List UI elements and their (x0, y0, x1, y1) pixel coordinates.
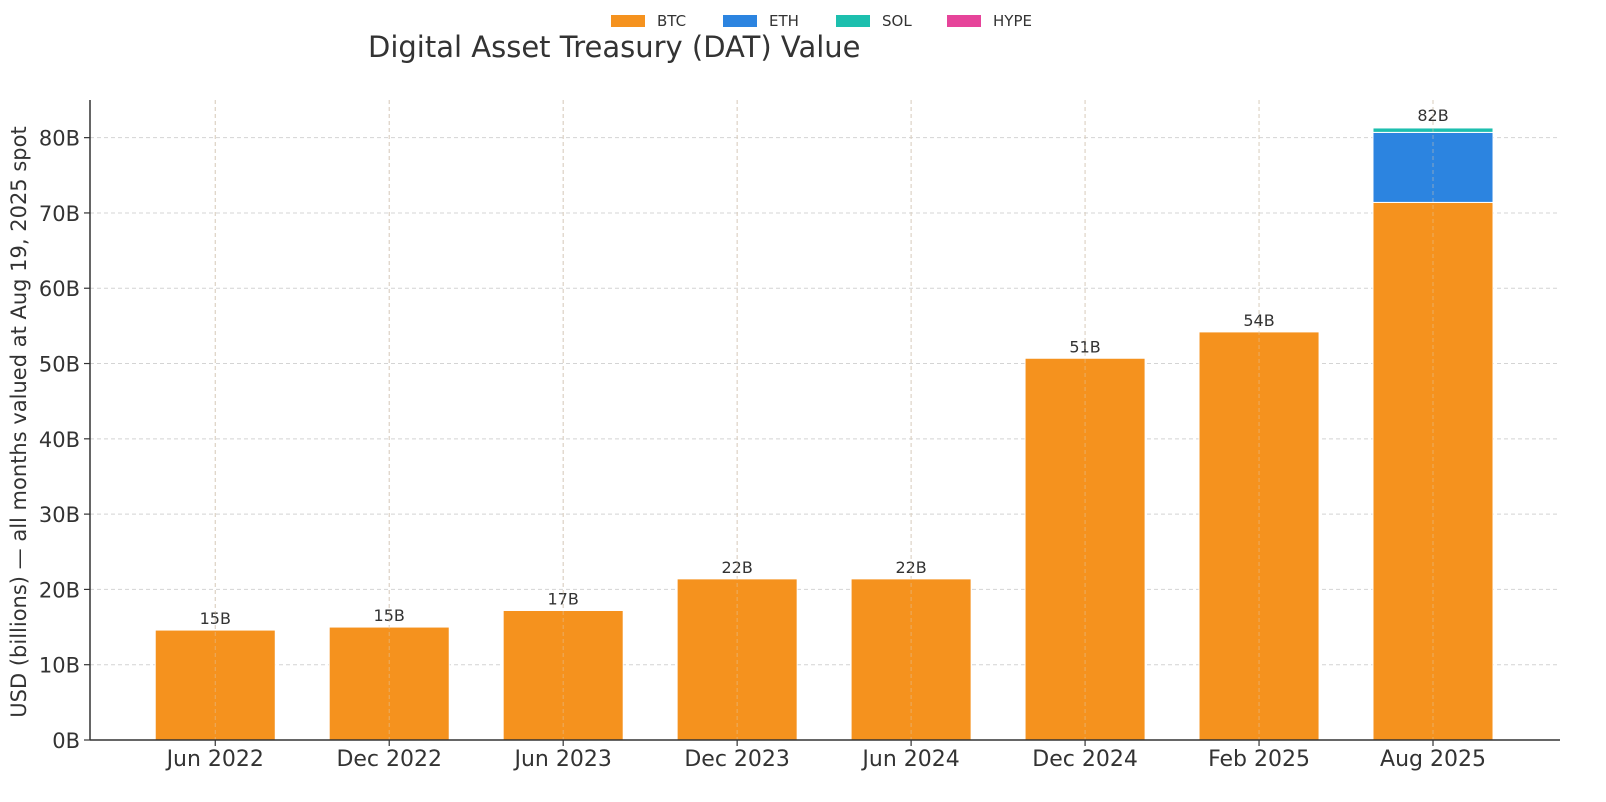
bar-total-label: 22B (895, 558, 926, 577)
y-tick-label: 10B (39, 654, 80, 678)
legend-item-hype: HYPE (947, 12, 1032, 30)
x-tick-label: Jun 2024 (860, 747, 959, 772)
x-tick-label: Feb 2025 (1208, 747, 1310, 772)
legend-item-btc: BTC (611, 12, 686, 30)
chart-title: Digital Asset Treasury (DAT) Value (368, 30, 861, 64)
y-tick-label: 20B (39, 578, 80, 602)
y-tick-label: 80B (39, 127, 80, 151)
y-tick-label: 60B (39, 277, 80, 301)
x-tick-label: Dec 2023 (684, 747, 790, 772)
btc-swatch (611, 15, 645, 27)
y-tick-label: 30B (39, 503, 80, 527)
bar-btc (676, 578, 798, 741)
legend-label-eth: ETH (769, 12, 799, 30)
legend-label-sol: SOL (882, 12, 912, 30)
y-tick-label: 70B (39, 202, 80, 226)
x-tick-label: Jun 2023 (513, 747, 612, 772)
legend-item-sol: SOL (836, 12, 912, 30)
eth-swatch (723, 15, 757, 27)
y-tick-label: 50B (39, 353, 80, 377)
legend-item-eth: ETH (723, 12, 799, 30)
y-tick-label: 0B (52, 729, 80, 753)
hype-swatch (947, 15, 981, 27)
bar-total-label: 22B (721, 558, 752, 577)
x-tick-label: Dec 2022 (336, 747, 442, 772)
bar-total-label: 15B (374, 606, 405, 625)
x-tick-label: Dec 2024 (1032, 747, 1138, 772)
legend-label-hype: HYPE (993, 12, 1032, 30)
x-tick-label: Jun 2022 (165, 747, 264, 772)
legend: BTC ETH SOL HYPE (0, 12, 1606, 34)
x-tick-label: Aug 2025 (1380, 747, 1486, 772)
bar-btc (850, 578, 972, 741)
sol-swatch (836, 15, 870, 27)
bar-hype (1372, 126, 1494, 129)
legend-label-btc: BTC (657, 12, 687, 30)
y-tick-label: 40B (39, 428, 80, 452)
